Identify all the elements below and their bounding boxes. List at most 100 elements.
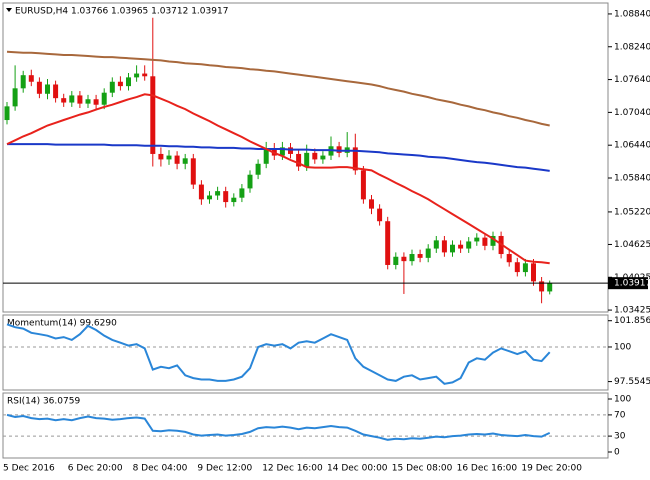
panel-title: EURUSD,H4 1.03766 1.03965 1.03712 1.0391… [15, 7, 228, 17]
candle-body [320, 155, 326, 160]
moving-average [6, 50, 550, 127]
candle-body [166, 155, 172, 160]
x-tick-label: 9 Dec 12:00 [197, 464, 252, 474]
candle-body [239, 188, 245, 198]
y-tick-label: 100 [614, 342, 631, 352]
panel-title: RSI(14) 36.0759 [7, 397, 80, 407]
candle-body [474, 237, 480, 242]
y-tick-label: 1.04625 [614, 240, 650, 250]
candle-body [369, 199, 374, 209]
y-tick-label: 0 [614, 448, 620, 458]
momentum-panel [2, 314, 609, 391]
y-tick-label: 1.07640 [614, 75, 650, 85]
candle-body [304, 152, 310, 167]
candle-body [547, 283, 553, 292]
candle-body [109, 81, 115, 93]
candle-body [36, 81, 42, 94]
candle-body [190, 158, 196, 185]
y-tick-label: 1.08240 [614, 42, 650, 52]
candle-body [393, 256, 399, 265]
x-tick-label: 14 Dec 00:00 [327, 464, 388, 474]
candle-body [458, 244, 464, 249]
candle-body [198, 184, 204, 200]
moving-average [7, 143, 550, 172]
price-label-box [608, 277, 648, 290]
candle-body [482, 237, 488, 246]
candle-body [45, 84, 50, 94]
candle-body [279, 147, 285, 156]
candle-body [53, 84, 59, 99]
candle-body [77, 95, 83, 104]
candle-body [522, 263, 528, 273]
y-tick-label: 1.07040 [614, 108, 650, 118]
candle-body [450, 244, 455, 253]
y-tick-label: 100 [614, 394, 631, 404]
candle-body [150, 76, 156, 154]
candle-body [142, 73, 148, 77]
candle-body [207, 195, 212, 200]
candle-body [85, 99, 91, 104]
x-tick-label: 19 Dec 20:00 [521, 464, 582, 474]
candle-body [117, 81, 123, 87]
candle-body [174, 155, 180, 164]
candle-body [352, 147, 358, 171]
candle-body [69, 95, 75, 103]
main-panel [2, 2, 609, 313]
candle-body [182, 158, 188, 164]
candle-body [514, 262, 520, 273]
x-tick-label: 5 Dec 2016 [3, 464, 55, 474]
candle-body [247, 174, 253, 189]
candle-body [401, 256, 407, 262]
candle-body [28, 75, 34, 82]
candle-body [263, 148, 269, 164]
indicator-line [6, 323, 551, 385]
candle-body [20, 75, 26, 89]
candle-body [255, 163, 261, 175]
candle-body [506, 254, 512, 263]
candle-body [312, 152, 318, 160]
indicator-line [6, 413, 551, 441]
candle-body [4, 106, 10, 121]
y-tick-label: 1.06440 [614, 141, 650, 151]
moving-average [6, 93, 550, 265]
candle-body [417, 254, 423, 258]
candle-body [215, 191, 221, 196]
candle-body [61, 98, 67, 103]
y-tick-label: 1.03425 [614, 306, 650, 316]
candle-body [231, 197, 237, 203]
candle-body [223, 191, 229, 203]
price-label: 1.03917 [614, 279, 650, 289]
rsi-panel [2, 392, 609, 459]
panel-title: Momentum(14) 99.6290 [7, 319, 117, 329]
candle-body [539, 281, 545, 292]
candle-body [101, 92, 107, 105]
candle-body [134, 73, 140, 78]
y-tick-label: 70 [614, 410, 626, 420]
y-tick-label: 1.08840 [614, 9, 650, 19]
candle-body [12, 88, 18, 107]
candle-body [360, 170, 366, 200]
candle-body [296, 153, 302, 167]
y-tick-label: 30 [614, 432, 626, 442]
x-tick-label: 6 Dec 20:00 [68, 464, 123, 474]
y-tick-label: 101.8564 [614, 316, 650, 326]
candle-body [531, 263, 536, 282]
x-tick-label: 8 Dec 04:00 [133, 464, 188, 474]
candle-body [377, 208, 383, 222]
x-tick-label: 16 Dec 16:00 [457, 464, 518, 474]
candle-body [385, 221, 391, 265]
candle-body [466, 241, 472, 249]
candle-body [126, 77, 131, 87]
candle-body [288, 147, 293, 154]
candle-body [409, 254, 415, 262]
candle-body [93, 99, 99, 105]
candle-body [490, 235, 496, 246]
candle-body [158, 153, 164, 160]
candle-body [441, 240, 447, 253]
y-tick-label: 97.5545 [614, 377, 650, 387]
candle-body [336, 146, 342, 153]
symbol-icon [6, 8, 12, 12]
y-tick-label: 1.05220 [614, 207, 650, 217]
